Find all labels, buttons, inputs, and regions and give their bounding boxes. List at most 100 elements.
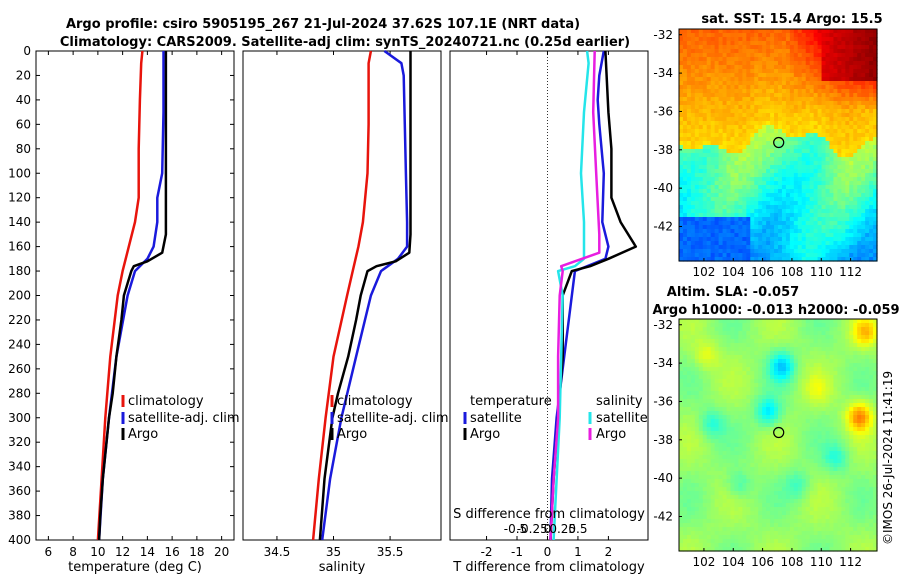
heatmap-cell bbox=[762, 177, 767, 182]
heatmap-cell bbox=[821, 81, 827, 86]
heatmap-cell bbox=[801, 245, 807, 250]
heatmap-cell bbox=[766, 387, 771, 392]
heatmap-cell bbox=[837, 45, 842, 50]
heatmap-cell bbox=[825, 331, 831, 336]
heatmap-cell bbox=[829, 229, 835, 234]
heatmap-cell bbox=[722, 173, 728, 178]
heatmap-cell bbox=[742, 423, 747, 428]
heatmap-cell bbox=[821, 395, 827, 400]
heatmap-cell bbox=[817, 395, 823, 400]
heatmap-cell bbox=[869, 153, 874, 158]
heatmap-cell bbox=[726, 57, 732, 62]
heatmap-cell bbox=[702, 363, 708, 368]
heatmap-cell bbox=[785, 221, 791, 226]
heatmap-cell bbox=[710, 169, 716, 174]
heatmap-cell bbox=[849, 197, 854, 202]
heatmap-cell bbox=[742, 339, 747, 344]
heatmap-cell bbox=[690, 391, 696, 396]
heatmap-cell bbox=[837, 121, 842, 126]
heatmap-cell bbox=[710, 93, 716, 98]
heatmap-cell bbox=[774, 177, 779, 182]
heatmap-cell bbox=[789, 387, 795, 392]
heatmap-cell bbox=[770, 133, 775, 138]
heatmap-cell bbox=[722, 53, 728, 58]
heatmap-cell bbox=[746, 125, 751, 130]
heatmap-cell bbox=[845, 249, 850, 254]
heatmap-cell bbox=[686, 383, 692, 388]
heatmap-cell bbox=[722, 419, 728, 424]
heatmap-cell bbox=[805, 347, 811, 352]
heatmap-cell bbox=[861, 427, 866, 432]
heatmap-cell bbox=[841, 355, 846, 360]
heatmap-cell bbox=[726, 137, 732, 142]
heatmap-cell bbox=[762, 125, 767, 130]
heatmap-cell bbox=[849, 229, 854, 234]
heatmap-cell bbox=[750, 217, 755, 222]
depth-tick-label: 100 bbox=[8, 166, 31, 180]
heatmap-cell bbox=[865, 459, 870, 464]
heatmap-cell bbox=[710, 249, 716, 254]
heatmap-cell bbox=[825, 335, 831, 340]
heatmap-cell bbox=[750, 61, 755, 66]
heatmap-cell bbox=[762, 33, 767, 38]
heatmap-cell bbox=[710, 221, 716, 226]
heatmap-cell bbox=[718, 253, 724, 258]
heatmap-cell bbox=[849, 57, 854, 62]
heatmap-cell bbox=[714, 237, 720, 242]
heatmap-cell bbox=[853, 455, 858, 460]
heatmap-cell bbox=[726, 93, 732, 98]
heatmap-cell bbox=[738, 443, 743, 448]
heatmap-cell bbox=[825, 257, 831, 262]
heatmap-cell bbox=[682, 351, 688, 356]
heatmap-cell bbox=[841, 157, 846, 162]
difference-panel: -2 -1 0 1 2 T difference from climatology S … bbox=[449, 50, 649, 575]
heatmap-cell bbox=[833, 375, 838, 380]
heatmap-cell bbox=[750, 169, 755, 174]
heatmap-cell bbox=[869, 205, 874, 210]
heatmap-cell bbox=[742, 245, 747, 250]
heatmap-cell bbox=[865, 403, 870, 408]
heatmap-cell bbox=[797, 173, 803, 178]
heatmap-cell bbox=[750, 423, 755, 428]
heatmap-cell bbox=[813, 229, 819, 234]
heatmap-cell bbox=[865, 193, 870, 198]
heatmap-cell bbox=[857, 181, 862, 186]
heatmap-cell bbox=[809, 415, 815, 420]
heatmap-cell bbox=[789, 125, 795, 130]
heatmap-cell bbox=[793, 351, 799, 356]
heatmap-cell bbox=[750, 455, 755, 460]
heatmap-cell bbox=[774, 201, 779, 206]
heatmap-cell bbox=[873, 69, 878, 74]
heatmap-cell bbox=[750, 69, 755, 74]
heatmap-cell bbox=[686, 391, 692, 396]
heatmap-cell bbox=[865, 201, 870, 206]
heatmap-cell bbox=[746, 69, 751, 74]
heatmap-cell bbox=[726, 443, 732, 448]
heatmap-cell bbox=[766, 225, 771, 230]
heatmap-cell bbox=[702, 427, 708, 432]
heatmap-cell bbox=[809, 319, 815, 324]
heatmap-cell bbox=[746, 193, 751, 198]
heatmap-cell bbox=[865, 399, 870, 404]
heatmap-cell bbox=[690, 105, 696, 110]
heatmap-cell bbox=[861, 93, 866, 98]
heatmap-cell bbox=[770, 427, 775, 432]
heatmap-cell bbox=[742, 65, 747, 70]
heatmap-cell bbox=[698, 185, 704, 190]
heatmap-cell bbox=[833, 153, 838, 158]
heatmap-cell bbox=[809, 387, 815, 392]
heatmap-cell bbox=[750, 221, 755, 226]
heatmap-cell bbox=[679, 407, 684, 412]
heatmap-cell bbox=[694, 237, 700, 242]
heatmap-cell bbox=[726, 45, 732, 50]
heatmap-cell bbox=[829, 379, 835, 384]
heatmap-cell bbox=[817, 327, 823, 332]
heatmap-cell bbox=[682, 237, 688, 242]
heatmap-cell bbox=[702, 37, 708, 42]
heatmap-cell bbox=[718, 423, 724, 428]
heatmap-cell bbox=[746, 459, 751, 464]
heatmap-cell bbox=[785, 459, 791, 464]
heatmap-cell bbox=[793, 443, 799, 448]
heatmap-cell bbox=[706, 53, 712, 58]
heatmap-cell bbox=[758, 69, 763, 74]
